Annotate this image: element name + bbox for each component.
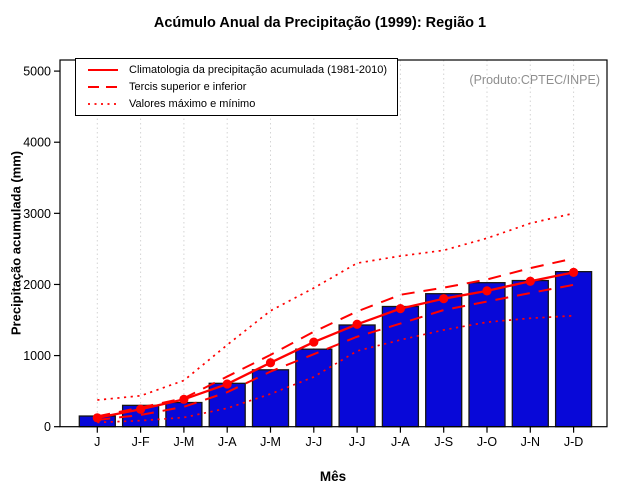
climatologia-point — [395, 304, 405, 314]
climatologia-point — [525, 276, 535, 286]
bar-J-S — [425, 293, 463, 428]
climatologia-point — [222, 379, 232, 389]
dashed-line-icon — [88, 86, 118, 88]
maximo-line — [97, 212, 574, 401]
x-tick-label: J-M — [173, 435, 194, 449]
y-tick-label: 5000 — [23, 65, 51, 79]
legend-item-terciles: Tercis superior e inferior — [86, 79, 393, 95]
bar-J-M — [251, 369, 290, 428]
y-tick-label: 0 — [44, 420, 51, 434]
y-tick-label: 4000 — [23, 136, 51, 150]
bar-J-M — [165, 401, 203, 428]
y-tick-label: 2000 — [23, 278, 51, 292]
climatologia-point — [179, 394, 189, 404]
x-tick-label: J-M — [260, 435, 281, 449]
minimo-line — [97, 314, 574, 424]
climatologia-point — [439, 294, 449, 304]
bar-J-A — [208, 382, 246, 428]
x-tick-label: J-O — [477, 435, 497, 449]
tercil-superior-line — [97, 257, 574, 418]
dotted-line-icon — [88, 103, 118, 105]
x-tick-label: J-J — [305, 435, 322, 449]
climatologia-point — [265, 358, 276, 368]
legend-label: Climatologia da precipitação acumulada (… — [129, 64, 388, 76]
climatologia-point — [569, 267, 579, 277]
climatologia-point — [352, 319, 362, 329]
x-axis-label: Mês — [319, 469, 347, 484]
product-annotation: (Produto:CPTEC/INPE) — [469, 73, 600, 87]
x-tick-label: J-D — [564, 435, 583, 449]
solid-line-icon — [88, 69, 118, 71]
legend-item-maxmin: Valores máximo e mínimo — [86, 96, 393, 112]
bar-J-J — [295, 348, 333, 428]
climatologia-line — [97, 271, 574, 419]
legend-label: Valores máximo e mínimo — [129, 98, 256, 110]
legend-label: Tercis superior e inferior — [129, 81, 247, 93]
x-tick-label: J-F — [132, 435, 150, 449]
bar-J-O — [468, 282, 506, 428]
x-tick-label: J — [94, 435, 100, 449]
legend: Climatologia da precipitação acumulada (… — [75, 58, 398, 116]
x-tick-label: J-J — [349, 435, 366, 449]
climatologia-point — [309, 337, 319, 347]
x-tick-label: J-A — [391, 435, 410, 449]
x-tick-label: J-A — [218, 435, 237, 449]
y-tick-label: 3000 — [23, 207, 51, 221]
y-tick-label: 1000 — [23, 349, 51, 363]
bar-J-D — [554, 271, 593, 428]
climatologia-point — [92, 413, 102, 423]
chart-title: Acúmulo Anual da Precipitação (1999): Re… — [153, 15, 487, 31]
legend-item-climatology: Climatologia da precipitação acumulada (… — [86, 62, 393, 78]
x-tick-label: J-N — [521, 435, 540, 449]
bar-J-J — [338, 324, 376, 428]
climatologia-point — [136, 404, 146, 414]
x-tick-label: J-S — [434, 435, 453, 449]
bar-J-N — [511, 279, 549, 428]
climatologia-point — [482, 286, 492, 296]
tercil-inferior-line — [97, 283, 574, 421]
